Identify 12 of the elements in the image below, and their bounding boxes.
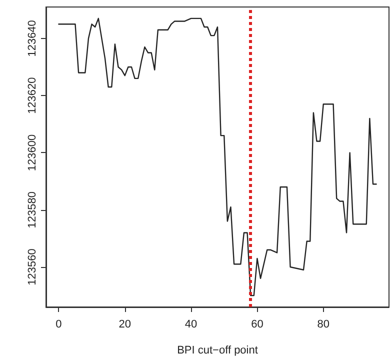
y-tick-label: 123560 [26, 248, 38, 286]
x-axis-title: BPI cut−off point [177, 344, 258, 356]
y-tick-label: 123620 [26, 77, 38, 114]
y-tick-label: 123640 [26, 20, 38, 57]
x-tick-label: 0 [56, 318, 62, 330]
y-tick-label: 123600 [26, 134, 38, 172]
x-tick-label: 40 [184, 318, 198, 330]
x-tick-label: 60 [251, 318, 264, 330]
x-tick-label: 80 [317, 318, 330, 330]
x-tick-label: 20 [118, 318, 131, 330]
y-tick-label: 123580 [26, 192, 38, 228]
line-series [58, 18, 377, 296]
